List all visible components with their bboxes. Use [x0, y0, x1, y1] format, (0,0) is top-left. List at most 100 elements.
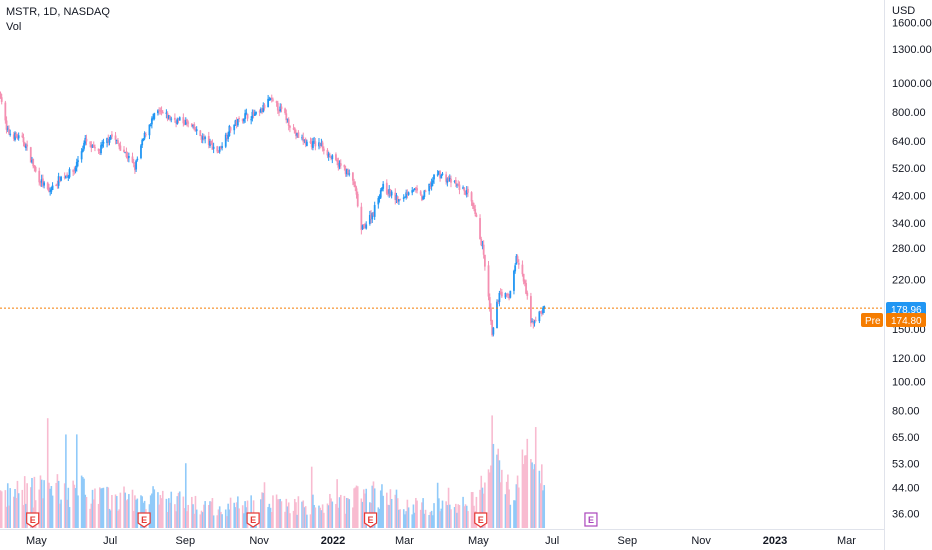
earnings-marker[interactable]: E [584, 512, 598, 527]
volume-bar [421, 502, 423, 528]
candle [479, 214, 481, 240]
candle [0, 93, 3, 105]
last-price-badge: 178.96 [886, 302, 926, 316]
candle [150, 116, 153, 129]
earnings-marker[interactable]: E [474, 512, 488, 528]
volume-bar [463, 506, 466, 528]
volume-bar [233, 502, 236, 528]
x-tick-label: Mar [395, 535, 414, 547]
candle [509, 290, 512, 299]
time-axis[interactable]: May Jul Sep Nov 2022 Mar May Jul Sep Nov 2023 Mar [26, 535, 856, 547]
volume-bar [9, 488, 11, 528]
candle [73, 166, 76, 175]
volume-bar [304, 506, 307, 528]
candle [221, 142, 224, 151]
candle [136, 156, 139, 162]
candle [12, 131, 15, 142]
candle [49, 187, 52, 196]
volume-legend[interactable]: Vol [6, 21, 22, 33]
volume-bar [39, 475, 42, 528]
volume-bar [534, 427, 537, 528]
candle [81, 145, 84, 153]
candle [336, 157, 339, 166]
candle [456, 183, 458, 189]
earnings-marker[interactable]: E [137, 512, 151, 528]
candle [303, 139, 306, 144]
volume-bar [364, 493, 366, 528]
volume-bar [0, 491, 3, 528]
volume-bar [292, 510, 295, 528]
volume-bar [379, 490, 382, 528]
volume-bar [250, 495, 252, 528]
candle [212, 142, 215, 154]
candle [293, 126, 296, 134]
volume-bar [346, 497, 348, 528]
candle [80, 148, 83, 163]
candle [353, 178, 355, 188]
earnings-marker[interactable]: E [363, 512, 378, 528]
candle [31, 156, 33, 164]
candle [287, 117, 290, 131]
earnings-marker[interactable]: E [26, 512, 40, 528]
candle [158, 107, 161, 115]
volume-bar [245, 507, 248, 528]
candle [327, 151, 330, 161]
volume-bar [65, 434, 67, 528]
candle [142, 137, 145, 142]
candle [25, 143, 27, 151]
candle [312, 137, 314, 151]
volume-bar [178, 491, 181, 528]
candle [127, 152, 130, 163]
y-tick-label: 1000.00 [892, 78, 932, 90]
candle [263, 103, 266, 111]
candle [406, 189, 409, 199]
volume-bar [458, 505, 461, 528]
symbol-title[interactable]: MSTR, 1D, NASDAQ [6, 6, 110, 18]
candle [296, 132, 299, 138]
candle [328, 152, 331, 158]
candle [8, 125, 10, 136]
y-tick-label: 420.00 [892, 191, 926, 203]
volume-bar [100, 488, 102, 528]
volume-bar [141, 496, 143, 528]
candle [345, 168, 348, 177]
candle [411, 187, 414, 196]
volume-bar [360, 498, 363, 528]
candle [261, 108, 263, 115]
earnings-marker[interactable]: E [246, 512, 260, 528]
candle [200, 135, 203, 143]
candle [446, 177, 449, 187]
candle [89, 141, 92, 148]
candle [453, 180, 456, 184]
candle [9, 129, 12, 137]
price-axis[interactable]: USD 1600.00 1300.00 1000.00 800.00 640.00 520… [892, 5, 932, 521]
candle [499, 288, 502, 295]
candle [377, 195, 380, 209]
candle [0, 91, 2, 99]
candle [498, 290, 501, 307]
volume-bar [237, 496, 239, 528]
candle [506, 292, 509, 299]
volume-bar [339, 494, 342, 528]
candle [143, 131, 146, 141]
candle [339, 159, 342, 169]
candle [540, 310, 543, 317]
volume-bar [508, 489, 510, 528]
last-price-value: 178.96 [891, 305, 922, 316]
candle [50, 186, 53, 195]
volume-bar [199, 514, 202, 528]
premarket-value: 174.80 [891, 316, 922, 327]
y-tick-label: 65.00 [892, 432, 920, 444]
volume-bar [115, 496, 118, 528]
candle [474, 204, 477, 217]
candle [170, 116, 173, 123]
volume-bar [23, 476, 26, 528]
candle [462, 185, 464, 190]
candle [515, 254, 518, 265]
volume-bar [314, 507, 317, 528]
volume-bar [533, 464, 536, 528]
candle [313, 136, 316, 144]
volume-bar [107, 487, 110, 528]
candle [322, 146, 325, 155]
